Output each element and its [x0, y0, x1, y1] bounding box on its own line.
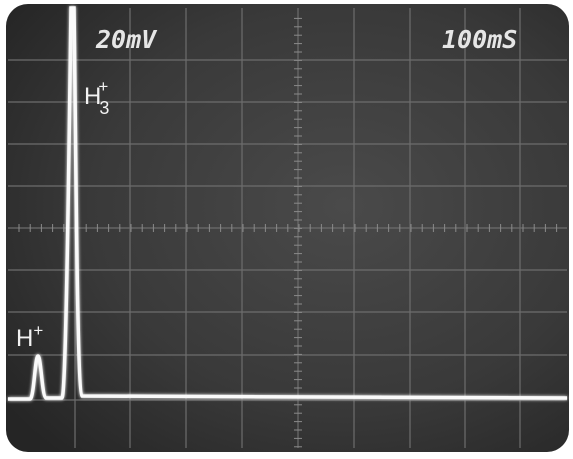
peak-label-sup: + [98, 77, 108, 96]
peak-label-base: H [16, 325, 33, 352]
time-per-div: 100mS [442, 25, 517, 54]
volts-per-div: 20mV [95, 25, 158, 54]
oscilloscope-photo: 20mV 100mS H3+ H+ [0, 0, 573, 459]
peak-label-sub: 3 [99, 98, 109, 118]
peak-label-sup: + [33, 321, 43, 340]
